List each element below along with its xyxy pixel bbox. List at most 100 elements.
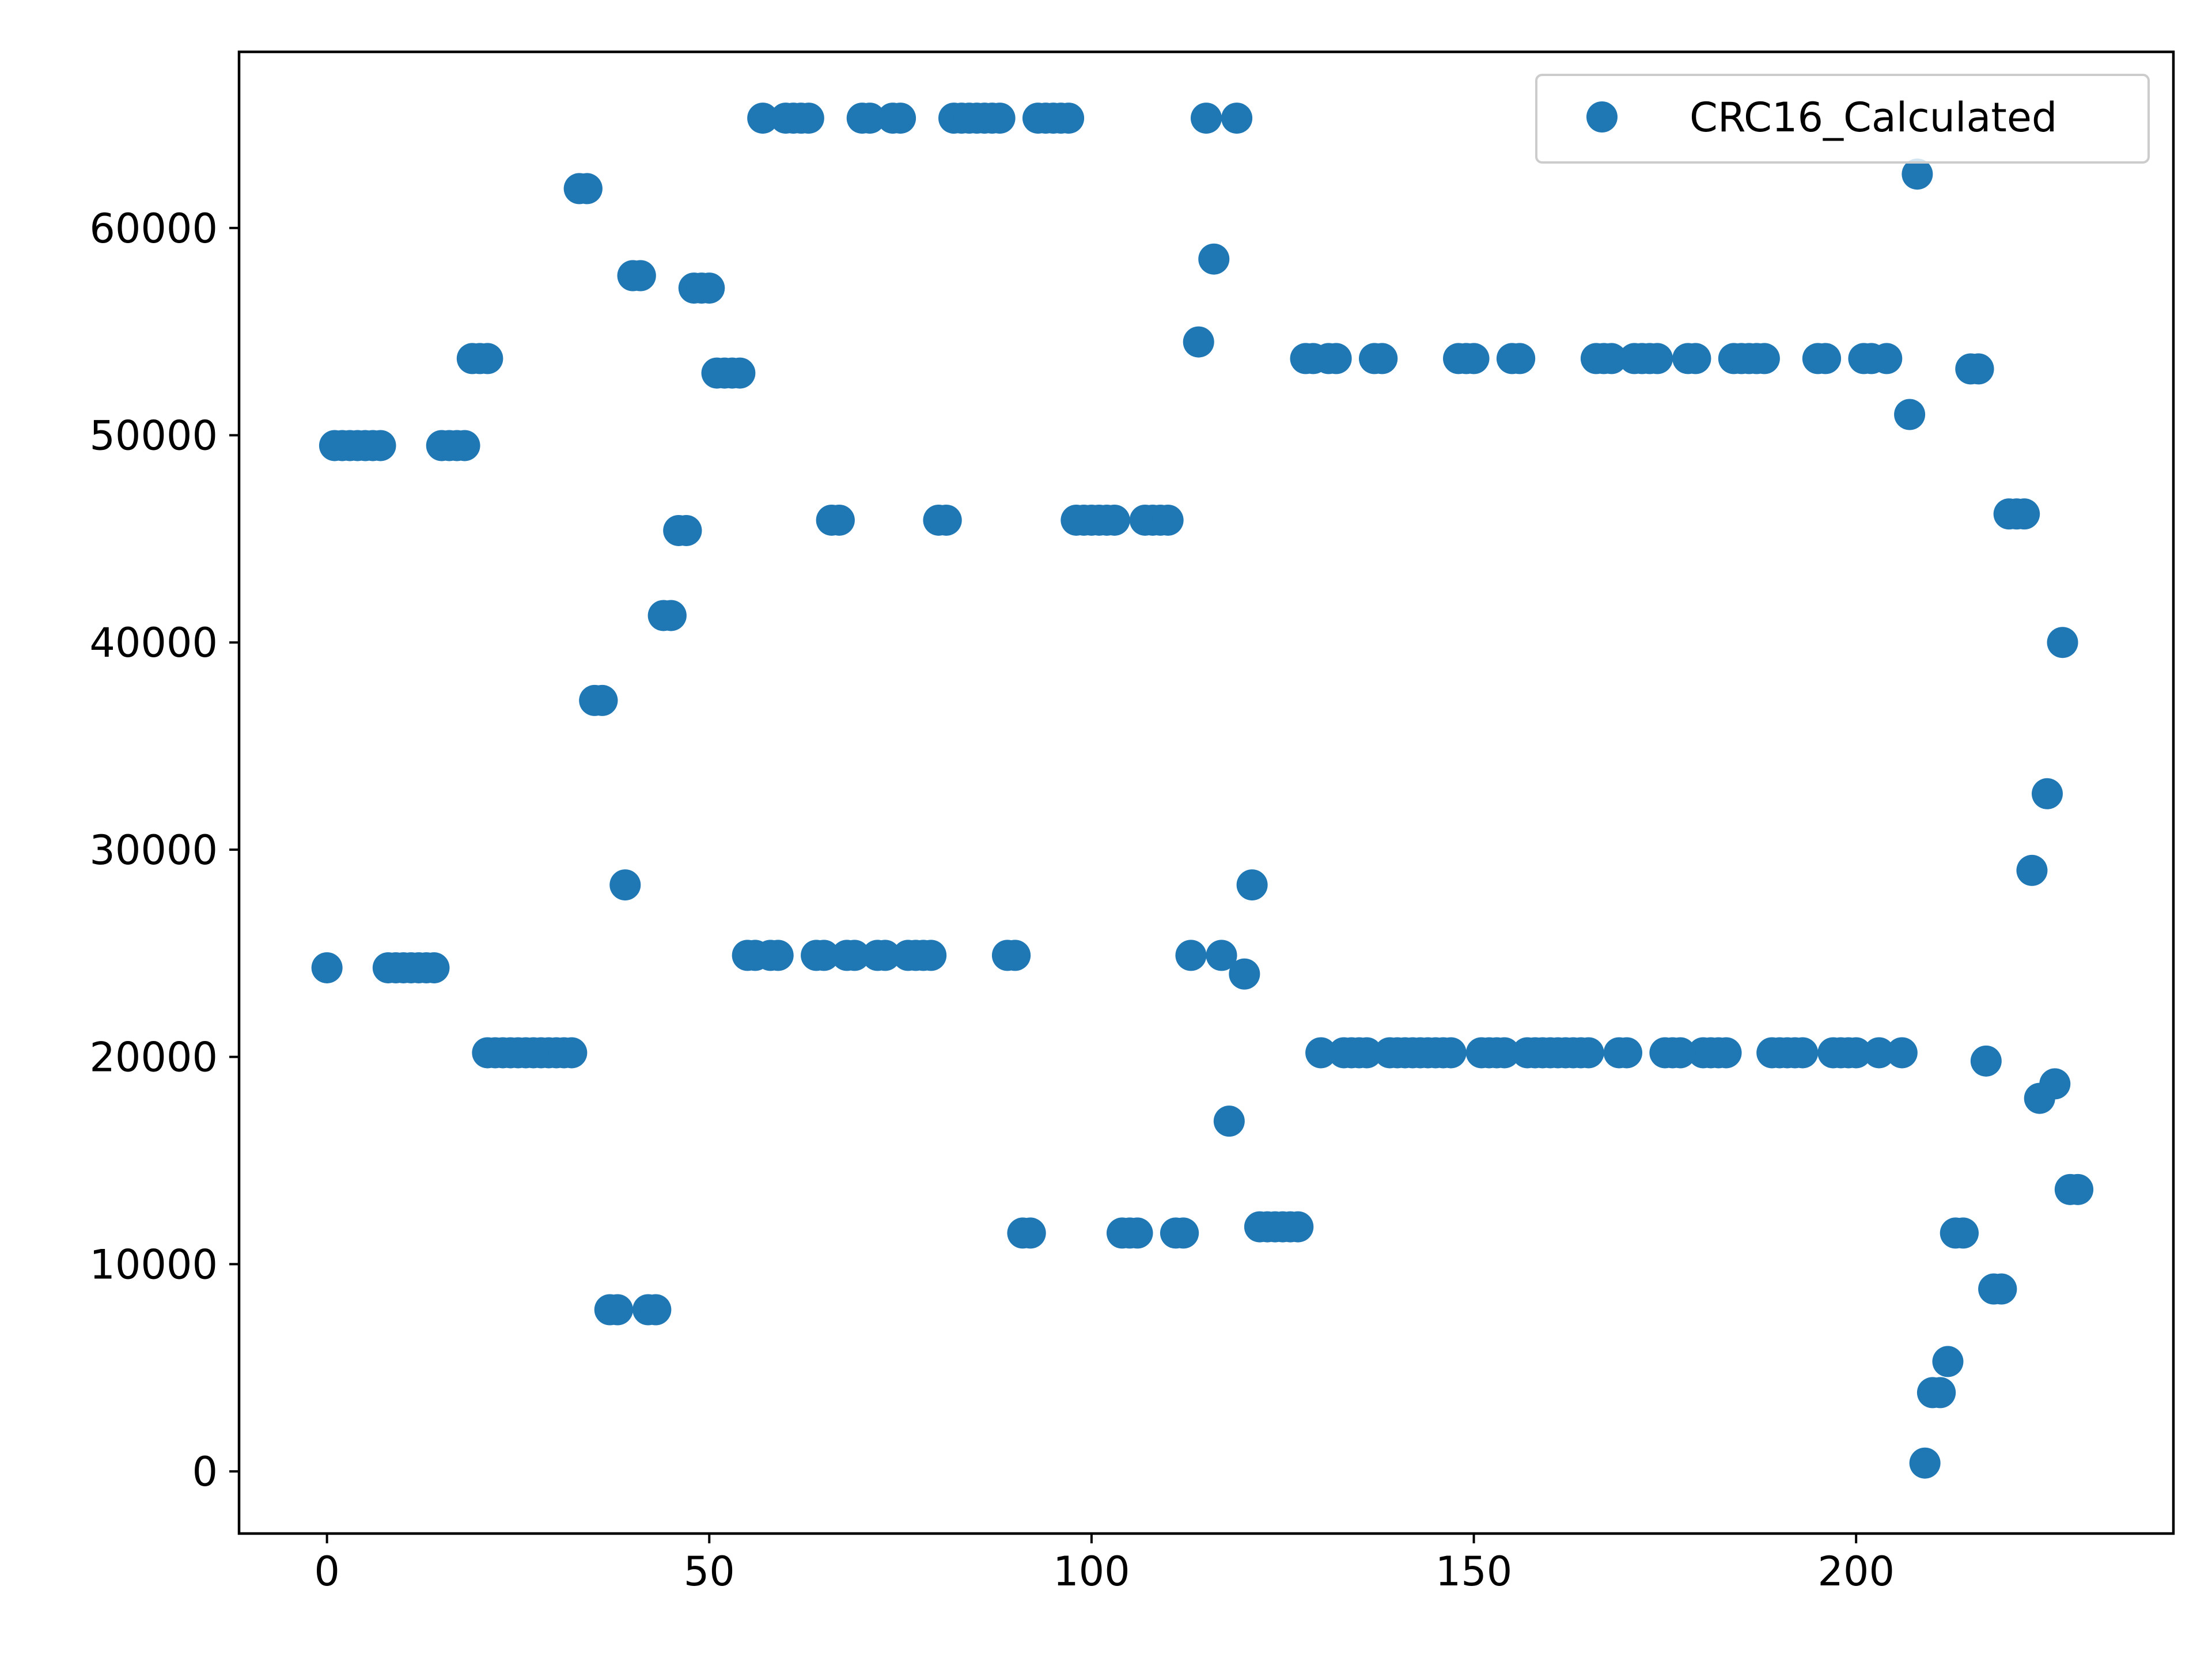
data-point [1909,1447,1941,1479]
y-tick-label: 40000 [89,619,218,667]
data-point [808,940,840,971]
data-point [1810,343,1842,374]
data-point [1504,343,1536,374]
data-point [1366,343,1398,374]
data-point [1748,343,1780,374]
data-point [1986,1273,2017,1305]
legend-label: CRC16_Calculated [1690,94,2057,141]
data-point [1229,958,1260,990]
data-point [984,103,1016,134]
y-tick-label: 30000 [89,827,218,874]
data-point [449,430,480,461]
data-point [1611,1037,1642,1069]
data-point [1213,1106,1245,1137]
data-point [1902,158,1933,190]
data-point [915,940,947,971]
data-point [365,430,396,461]
data-point [624,260,656,291]
data-point [1206,940,1237,971]
data-point [823,504,855,536]
data-point [311,952,343,983]
data-point [1894,399,1926,430]
data-point [2016,854,2048,886]
data-point [1152,504,1184,536]
data-point [1573,1037,1604,1069]
data-point [1871,343,1903,374]
data-point [885,103,916,134]
data-point [1198,243,1230,275]
data-point [1435,1037,1467,1069]
data-point [762,940,794,971]
y-tick-label: 50000 [89,412,218,459]
data-point [1488,1037,1520,1069]
data-point [1014,1217,1046,1249]
axes: 0 50 100 150 200 0 10000 20000 30000 40000 50000 60… [89,205,1895,1595]
data-point [671,514,702,546]
data-point [1840,1037,1872,1069]
data-point [869,940,901,971]
data-point [1282,1211,1314,1243]
legend-marker [1586,101,1618,132]
data-point [2039,1068,2071,1100]
data-point [1099,504,1130,536]
data-point [1710,1037,1742,1069]
data-point [418,952,450,983]
series-points [311,103,2094,1479]
data-point [1925,1377,1956,1409]
data-point [2032,778,2063,809]
data-point [1320,343,1352,374]
data-point [586,684,618,716]
y-tick-label: 10000 [89,1241,218,1288]
data-point [1305,1037,1337,1069]
data-point [930,504,962,536]
data-point [609,869,641,901]
data-point [1970,1045,2002,1077]
data-point [1642,343,1673,374]
data-point [472,343,503,374]
y-tick-label: 60000 [89,205,218,252]
data-point [1191,103,1222,134]
data-point [602,1294,633,1326]
data-point [1886,1037,1918,1069]
data-point [1351,1037,1382,1069]
data-point [655,600,687,631]
x-tick-label: 200 [1817,1548,1895,1595]
data-point [1596,343,1627,374]
x-tick-label: 150 [1435,1548,1513,1595]
data-point [1787,1037,1819,1069]
data-point [2062,1173,2094,1205]
data-point [1863,1037,1895,1069]
data-point [1963,353,1994,385]
data-point [1458,343,1490,374]
legend-box [1535,74,2150,164]
data-point [1168,1217,1199,1249]
y-tick-label: 20000 [89,1034,218,1081]
x-tick-label: 100 [1053,1548,1130,1595]
data-point [854,103,885,134]
data-point [1053,103,1085,134]
data-point [2047,627,2078,658]
data-point [1122,1217,1153,1249]
data-point [556,1037,588,1069]
data-point [1664,1037,1696,1069]
data-point [1183,326,1214,358]
data-point [999,940,1031,971]
data-point [571,173,603,205]
plot-frame [237,50,2175,1535]
data-point [1680,343,1711,374]
legend: CRC16_Calculated [1535,74,2150,164]
data-point [747,103,779,134]
data-point [1932,1346,1964,1377]
data-point [839,940,870,971]
data-point [1948,1217,1979,1249]
data-point [1221,103,1253,134]
x-tick-label: 50 [684,1548,735,1595]
data-point [2009,498,2040,530]
data-point [640,1294,672,1326]
x-tick-label: 0 [314,1548,340,1595]
data-point [1236,869,1268,901]
data-point [724,357,756,389]
